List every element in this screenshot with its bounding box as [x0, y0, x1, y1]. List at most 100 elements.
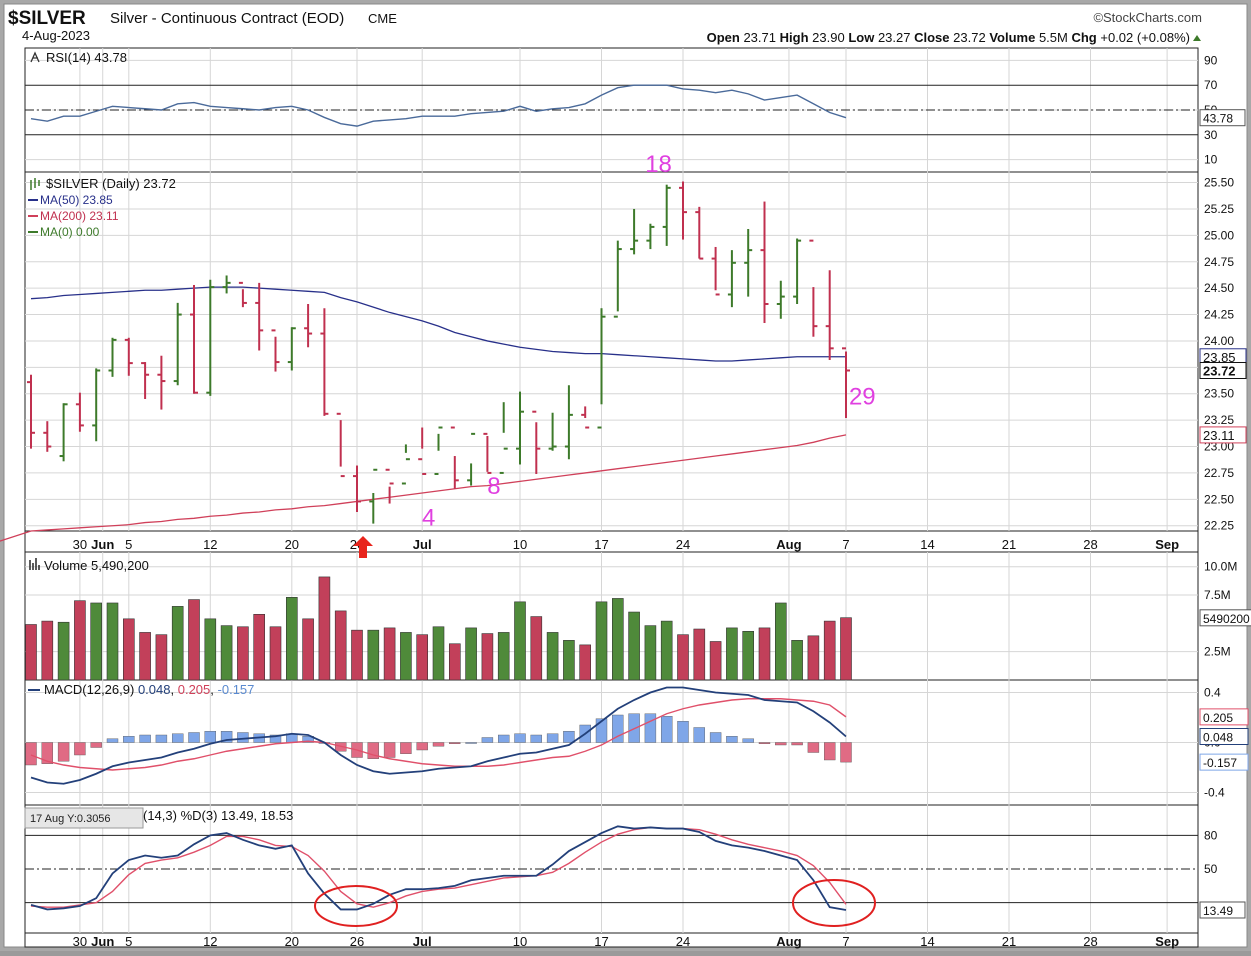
x-tick-label-top: 12: [203, 537, 217, 552]
header-ohlc: Open 23.71 High 23.90 Low 23.27 Close 23…: [707, 30, 1190, 45]
price-tick-label: 22.75: [1204, 466, 1234, 480]
rsi-tick-label: 10: [1204, 153, 1218, 167]
volume-bar: [269, 626, 282, 681]
cursor-tooltip: 17 Aug Y:0.3056: [30, 813, 111, 825]
price-value-tag: 23.72: [1203, 364, 1236, 379]
price-annotation-label: 18: [645, 151, 672, 178]
volume-bar: [416, 634, 429, 681]
stoch-tick-label: 50: [1204, 862, 1218, 876]
price-panel: 25.5025.2525.0024.7524.5024.2524.0023.75…: [0, 176, 1247, 542]
volume-bar: [497, 632, 510, 681]
macd-value-tag-box: [1199, 728, 1249, 745]
macd-histogram-bar: [367, 742, 379, 759]
macd-histogram-bar: [416, 742, 428, 751]
x-tick-label-top: 24: [676, 537, 690, 552]
x-tick-label-top: 28: [1083, 537, 1097, 552]
macd-histogram-bar: [595, 718, 608, 743]
macd-histogram-bar: [383, 742, 396, 758]
x-tick-label-top: 30: [73, 537, 87, 552]
macd-histogram-bar: [41, 742, 53, 764]
x-tick-label-bottom: 5: [125, 934, 132, 949]
volume-bar: [204, 618, 217, 681]
volume-bar: [400, 632, 412, 681]
macd-histogram-bar: [563, 731, 575, 743]
macd-histogram-bar: [25, 742, 37, 766]
annotations: 18 4 8 29: [422, 151, 876, 532]
open-label: Open: [707, 30, 740, 45]
volume-bar: [74, 600, 86, 681]
rsi-value-tag: 43.78: [1203, 112, 1233, 126]
macd-histogram-bar: [677, 721, 689, 743]
macd-histogram-bar: [465, 742, 477, 744]
macd-histogram-bar: [742, 738, 754, 743]
chg-up-arrow-icon: [1193, 35, 1201, 41]
volume-bar: [302, 618, 314, 681]
macd-histogram-bar: [758, 742, 771, 744]
rsi-tick-label: 30: [1204, 128, 1218, 142]
volume-bar: [563, 640, 575, 681]
macd-legend-comma2: ,: [210, 682, 214, 697]
volume-bar: [823, 620, 836, 681]
x-tick-label-bottom: Sep: [1155, 934, 1179, 949]
price-tick-label: 25.25: [1204, 202, 1234, 216]
x-tick-label-bottom: 14: [920, 934, 934, 949]
macd-histogram-bar: [661, 716, 673, 743]
stoch-legend: (14,3) %D(3) 13.49, 18.53: [143, 808, 293, 823]
x-tick-label-bottom: 17: [594, 934, 608, 949]
volume-bar: [90, 602, 102, 681]
macd-signal-line: [30, 698, 847, 771]
stoch-value-tag-box: [1199, 901, 1246, 919]
price-tick-label: 24.75: [1204, 255, 1234, 269]
macd-histogram-bar: [155, 734, 168, 743]
x-tick-label-top: Sep: [1155, 537, 1179, 552]
x-axis-band-bottom: [24, 932, 1199, 948]
volume-bar: [334, 610, 347, 681]
rsi-legend-icon: [30, 51, 40, 63]
macd-legend-macd: 0.048: [138, 682, 171, 697]
x-axis-band-top: [24, 530, 1199, 553]
x-tick-label-top: 7: [842, 537, 849, 552]
macd-histogram-bar: [220, 731, 233, 743]
volume-value: 5.5M: [1039, 30, 1068, 45]
price-tick-label: 23.25: [1204, 413, 1234, 427]
macd-value-tag: -0.157: [1203, 756, 1237, 770]
macd-value-tag: 0.205: [1203, 711, 1233, 725]
volume-bar: [840, 617, 852, 681]
volume-bar: [106, 602, 119, 681]
macd-histogram-bar: [775, 742, 787, 746]
volume-bar: [530, 616, 543, 681]
volume-legend-icon: [29, 558, 40, 570]
price-annotation-label: 8: [487, 473, 500, 500]
x-tick-label-top: Jul: [413, 537, 432, 552]
x-tick-label-bottom: 7: [842, 934, 849, 949]
volume-bar: [709, 641, 722, 681]
high-label: High: [780, 30, 809, 45]
oversold-circle-aug: [792, 879, 876, 927]
price-value-tag: 23.85: [1203, 350, 1236, 365]
volume-bar: [726, 627, 738, 681]
stochastic-panel: 80 50 13.49: [25, 825, 1246, 919]
volume-tick-label: 7.5M: [1204, 588, 1231, 602]
rsi-tick-label: 90: [1204, 53, 1218, 67]
price-value-tag-box: [1199, 426, 1247, 444]
macd-value-tag-box: [1199, 708, 1249, 726]
price-tick-label: 25.00: [1204, 228, 1234, 242]
x-tick-label-top: 5: [125, 537, 132, 552]
chg-value: +0.02 (+0.08%): [1100, 30, 1190, 45]
volume-bar: [807, 635, 820, 681]
volume-bar: [579, 644, 592, 681]
macd-histogram-bar: [840, 742, 852, 763]
volume-bar: [285, 597, 298, 681]
volume-bar: [774, 602, 787, 681]
volume-bar: [123, 618, 135, 681]
macd-histogram-bar: [546, 733, 559, 743]
macd-histogram-bar: [807, 742, 820, 753]
volume-bar: [644, 625, 657, 681]
volume-bar: [611, 598, 624, 681]
price-legend: $SILVER (Daily) 23.72: [46, 176, 176, 191]
cursor-tooltip-box: [24, 807, 144, 829]
oversold-circle-june: [314, 885, 398, 927]
x-tick-label-bottom: 24: [676, 934, 690, 949]
